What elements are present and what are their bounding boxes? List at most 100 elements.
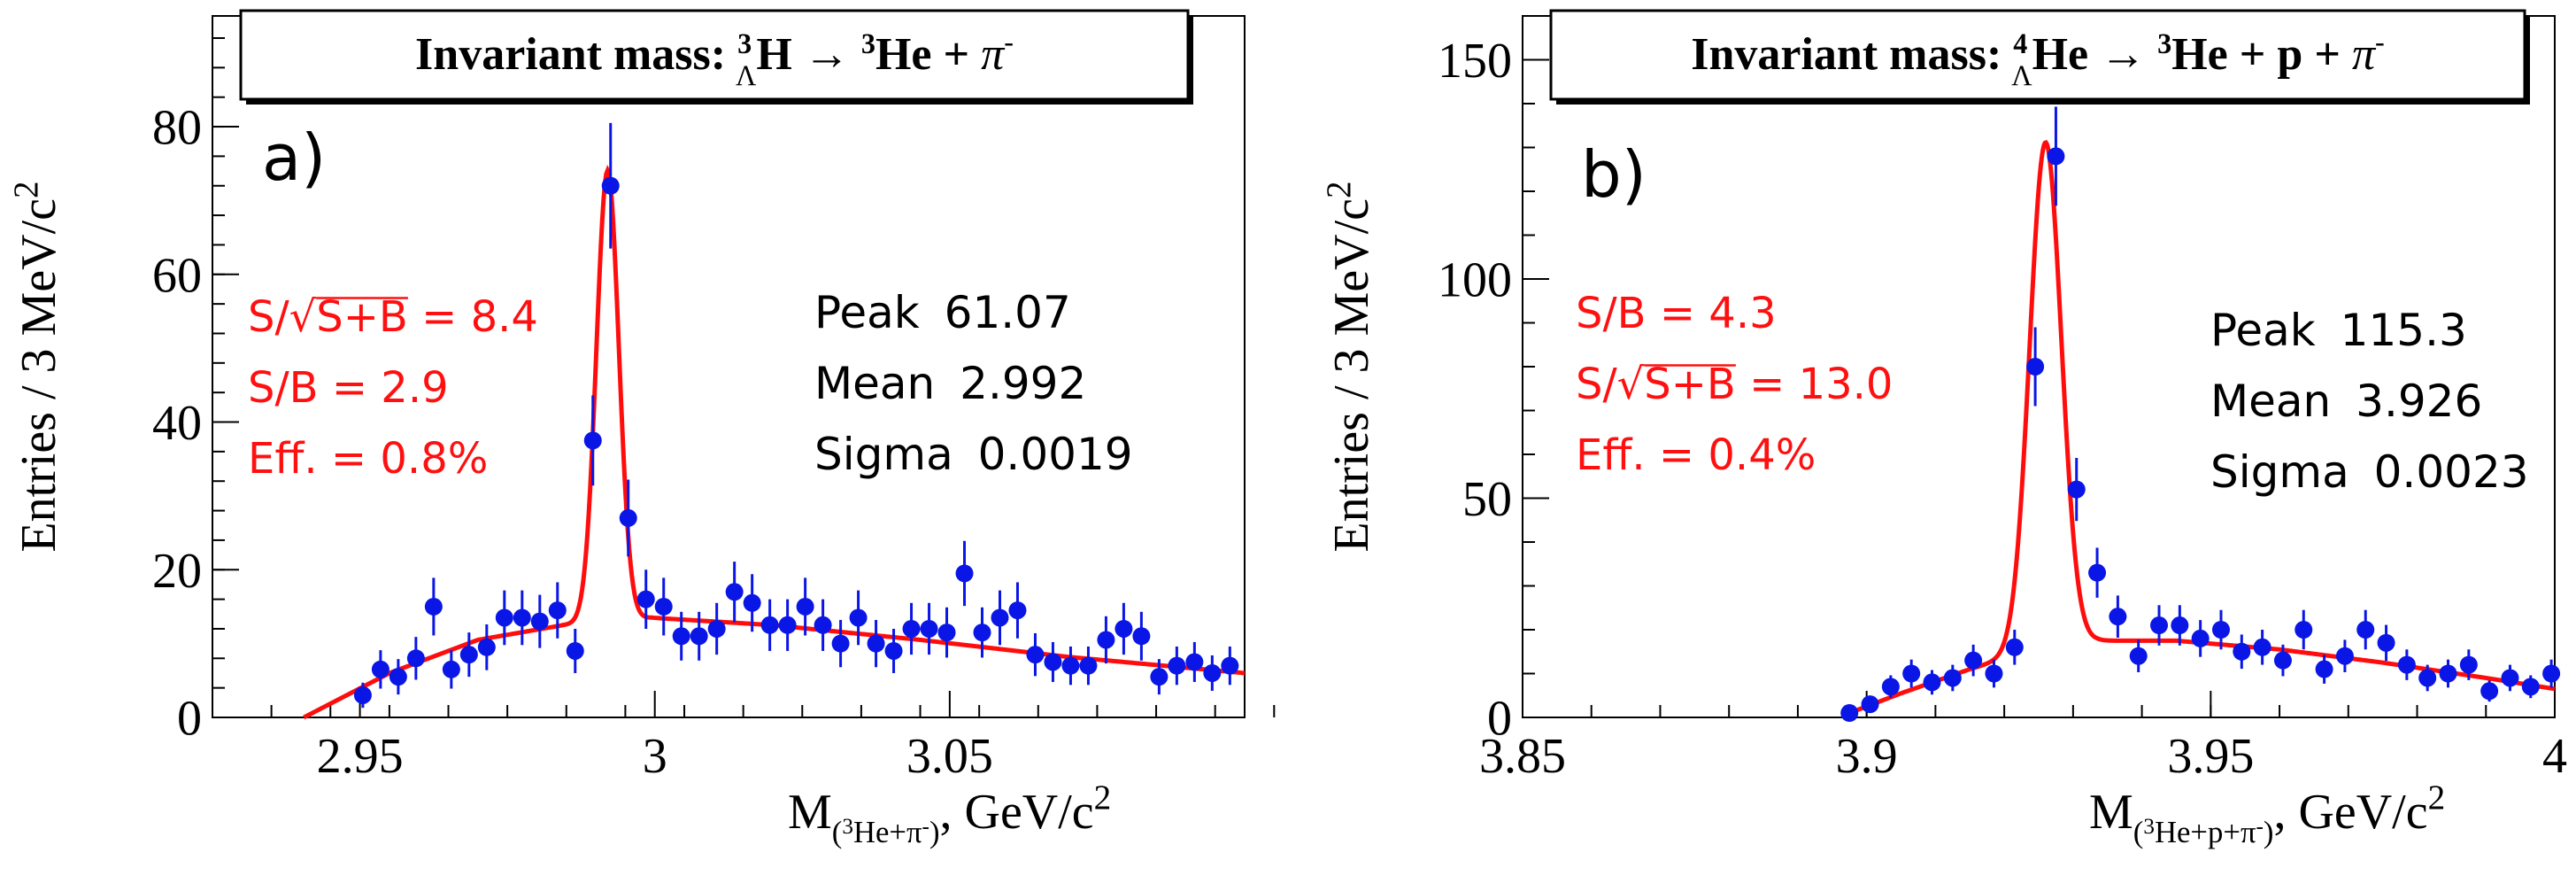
data-point [2150, 616, 2169, 635]
data-point [920, 619, 938, 638]
data-point [459, 646, 478, 664]
panel-label: a) [262, 120, 326, 195]
x-axis-label: M(3He+p+π-), GeV/c2 [2089, 779, 2445, 849]
data-point [2109, 608, 2127, 626]
data-point [583, 431, 602, 450]
data-point [1150, 668, 1168, 686]
fit-curve [1848, 139, 2556, 716]
data-point [743, 593, 761, 612]
data-point [796, 597, 814, 616]
y-tick-label: 50 [1462, 472, 1512, 527]
data-point [636, 590, 655, 608]
y-tick-label: 20 [152, 544, 202, 599]
data-point [2067, 480, 2086, 499]
data-point [2335, 647, 2354, 665]
data-point [2315, 660, 2333, 678]
x-tick-label: 3.9 [1836, 729, 1898, 784]
x-tick-label: 3.95 [2167, 729, 2254, 784]
data-point [1008, 601, 1027, 620]
data-point [2459, 655, 2478, 674]
data-point [690, 627, 708, 646]
annotation-0: S/√S+B = 8.4 [248, 292, 538, 342]
data-point [601, 176, 620, 195]
data-point [1079, 656, 1098, 675]
annotation-1: S/B = 2.9 [248, 363, 449, 413]
data-point [672, 627, 690, 646]
stats-mean: Mean 2.992 [814, 358, 1086, 409]
data-point [1881, 678, 1900, 696]
data-point [2171, 616, 2189, 635]
y-tick-label: 60 [152, 248, 202, 303]
data-point [2542, 664, 2561, 683]
chart-title: Invariant mass: 3 ΛH → 3He + π- [415, 26, 1014, 91]
panel-label: b) [1581, 137, 1647, 212]
stats-sigma: Sigma 0.0023 [2210, 446, 2529, 498]
stats-peak: Peak 61.07 [814, 287, 1071, 338]
data-point [1923, 673, 1941, 692]
x-tick-label: 3.05 [906, 729, 993, 784]
data-point [2253, 638, 2271, 656]
chart-title: Invariant mass: 4 ΛHe → 3He + p + π- [1691, 26, 2385, 91]
data-point [477, 638, 496, 656]
data-point [371, 660, 389, 678]
data-point [814, 616, 832, 634]
data-point [2047, 147, 2065, 166]
data-point [1985, 664, 2003, 683]
data-point [1185, 653, 1204, 671]
data-point [566, 641, 584, 660]
stats-peak: Peak 115.3 [2210, 305, 2467, 356]
data-point [2439, 664, 2457, 683]
data-point [831, 634, 850, 653]
data-point [1097, 631, 1115, 649]
y-axis-label: Entries / 3 MeV/c2 [7, 181, 66, 552]
data-point [1840, 704, 1859, 723]
data-point [2129, 647, 2148, 665]
data-point [2521, 678, 2540, 696]
title-box [239, 9, 1190, 101]
y-tick-label: 0 [1487, 692, 1512, 747]
data-point [2211, 621, 2230, 639]
x-axis-label: M(3He+π-), GeV/c2 [788, 779, 1111, 849]
data-point [530, 612, 549, 631]
data-point [973, 624, 991, 642]
annotation-2: Eff. = 0.8% [248, 434, 488, 484]
data-point [1044, 653, 1062, 671]
data-point [513, 608, 531, 627]
data-point [867, 634, 885, 653]
data-point [955, 564, 974, 583]
x-tick-label: 3.85 [1479, 729, 1566, 784]
data-point [1964, 651, 1983, 670]
data-point [760, 616, 779, 634]
data-point [1902, 664, 1921, 683]
data-point [2273, 651, 2292, 670]
data-point [2356, 621, 2375, 639]
data-point [1203, 663, 1222, 682]
data-point [2005, 638, 2024, 656]
data-point [442, 660, 460, 678]
data-point [548, 601, 567, 620]
annotation-1: S/√S+B = 13.0 [1576, 360, 1893, 409]
data-point [2233, 642, 2251, 661]
data-point [1943, 669, 1962, 687]
data-point [902, 619, 921, 638]
data-point [2088, 563, 2107, 582]
y-tick-label: 0 [177, 692, 202, 747]
data-point [2294, 621, 2313, 639]
stats-mean: Mean 3.926 [2210, 376, 2482, 427]
data-point [389, 668, 407, 686]
data-point [884, 641, 903, 660]
data-point [707, 619, 726, 638]
y-tick-label: 150 [1438, 34, 1512, 89]
data-point [1026, 646, 1045, 664]
data-point [2191, 629, 2210, 647]
data-point [424, 597, 443, 616]
panel-b: 0 50 100 150 3.85 3.9 3.95 4 Entries / 3 MeV/c2 M… [1320, 9, 2567, 849]
data-point [1861, 695, 1879, 714]
data-point [654, 597, 673, 616]
data-point [2480, 682, 2499, 701]
data-point [1061, 656, 1080, 675]
y-tick-label: 100 [1438, 253, 1512, 308]
y-tick-label: 40 [152, 396, 202, 451]
